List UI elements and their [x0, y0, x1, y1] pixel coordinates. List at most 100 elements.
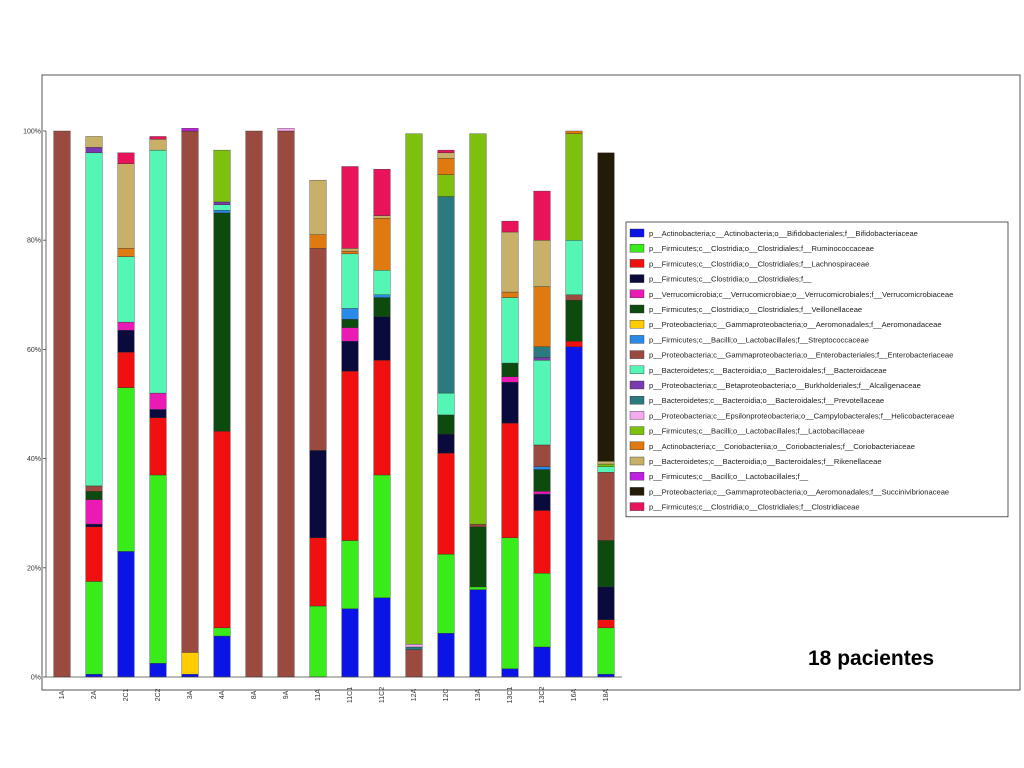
bar-segment: [533, 357, 551, 361]
bar-segment: [277, 130, 295, 678]
x-tick-label: 13C2: [539, 687, 546, 704]
legend-swatch: [629, 380, 645, 390]
bar-segment: [469, 589, 487, 678]
bar-segment: [373, 270, 391, 295]
bar-segment: [341, 166, 359, 249]
x-tick-label: 13C1: [507, 687, 514, 704]
bar-segment: [309, 537, 327, 607]
bar-segment: [213, 212, 231, 432]
bar-segment: [533, 469, 551, 492]
bar-segment: [117, 321, 135, 331]
bar-segment: [373, 360, 391, 476]
bar-segment: [181, 652, 199, 675]
bar-segment: [437, 433, 455, 454]
bar-segment: [533, 190, 551, 241]
legend-box: [625, 221, 1009, 518]
x-tick-label: 4A: [219, 690, 226, 699]
bar-stack-9A: [277, 128, 295, 678]
legend-entry: p__Proteobacteria;c__Betaproteobacteria;…: [649, 381, 921, 390]
legend-entry: p__Firmicutes;c__Bacilli;o__Lactobacilla…: [649, 472, 809, 481]
bar-segment: [373, 474, 391, 599]
bar-stack-4A: [213, 149, 231, 678]
x-tick-label: 11A: [315, 689, 322, 701]
bar-segment: [533, 444, 551, 467]
legend-entry: p__Actinobacteria;c__Actinobacteria;o__B…: [649, 229, 918, 238]
bar-segment: [341, 250, 359, 255]
bar-stack-11C1: [341, 166, 359, 678]
bar-segment: [533, 493, 551, 511]
bar-segment: [117, 256, 135, 323]
bar-segment: [245, 130, 263, 678]
bar-segment: [533, 573, 551, 648]
bar-segment: [597, 152, 615, 462]
bar-segment: [85, 152, 103, 487]
bar-segment: [213, 635, 231, 678]
x-axis: 1A 2A 2C1 2C2 3A 4A 8A 9A 11A 11C1 11C2 12A 12C 13A 13…: [46, 676, 622, 704]
x-tick-label: 8A: [251, 690, 258, 699]
bar-segment: [405, 649, 423, 678]
legend-swatch: [629, 243, 645, 253]
bar-stack-8A: [245, 130, 263, 678]
legend-entry: p__Proteobacteria;c__Gammaproteobacteria…: [649, 487, 949, 496]
bar-segment: [181, 128, 199, 132]
x-tick-label: 2C1: [123, 688, 130, 701]
bar-stack-2C1: [117, 152, 135, 678]
bar-segment: [437, 452, 455, 555]
bar-segment: [437, 196, 455, 394]
bar-segment: [213, 201, 231, 205]
bar-segment: [597, 586, 615, 620]
bar-segment: [597, 472, 615, 541]
bar-segment: [533, 646, 551, 678]
bar-stack-11A: [309, 179, 327, 678]
bar-segment: [373, 316, 391, 361]
legend-entry: p__Actinobacteria;c__Coriobacteriia;o__C…: [649, 442, 915, 451]
bar-segment: [341, 319, 359, 328]
bar-segment: [341, 540, 359, 609]
bar-segment: [117, 551, 135, 678]
legend-swatch: [629, 304, 645, 314]
y-tick-label: 60%: [27, 347, 41, 354]
legend-entry: p__Firmicutes;c__Clostridia;o__Clostridi…: [649, 244, 874, 253]
bar-segment: [501, 668, 519, 678]
bar-segment: [501, 220, 519, 233]
bar-segment: [437, 633, 455, 678]
bar-stack-3A: [181, 128, 199, 678]
bar-segment: [597, 619, 615, 629]
legend-swatch: [629, 456, 645, 466]
bar-segment: [501, 376, 519, 383]
bar-segment: [85, 581, 103, 675]
bar-segment: [309, 450, 327, 538]
bar-segment: [533, 466, 551, 470]
x-tick-label: 11C2: [379, 687, 386, 703]
bar-segment: [501, 297, 519, 364]
bar-segment: [213, 627, 231, 637]
bar-segment: [501, 291, 519, 298]
bar-segment: [85, 499, 103, 525]
bar-segment: [373, 169, 391, 216]
x-tick-label: 13A: [475, 688, 482, 701]
bar-segment: [533, 510, 551, 574]
legend-entry: p__Firmicutes;c__Clostridia;o__Clostridi…: [649, 275, 812, 284]
bar-segment: [309, 248, 327, 451]
bar-segment: [501, 231, 519, 293]
bar-segment: [565, 240, 583, 295]
bar-segment: [149, 139, 167, 151]
bar-segment: [469, 526, 487, 588]
bar-segment: [533, 360, 551, 446]
bar-stack-11C2: [373, 169, 391, 678]
bar-segment: [565, 300, 583, 342]
bar-segment: [469, 133, 487, 525]
bar-segment: [373, 218, 391, 271]
legend-swatch: [629, 411, 645, 420]
bar-segment: [405, 133, 423, 645]
legend-entry: p__Firmicutes;c__Clostridia;o__Clostridi…: [649, 305, 862, 314]
bar-segment: [53, 130, 71, 678]
bar-segment: [501, 422, 519, 538]
bar-segment: [85, 147, 103, 154]
y-tick-label: 0%: [31, 675, 41, 682]
legend-entry: p__Bacteroidetes;c__Bacteroidia;o__Bacte…: [649, 457, 882, 466]
bar-segment: [373, 597, 391, 678]
bar-segment: [533, 240, 551, 287]
bar-stack-16A: [565, 130, 583, 678]
bar-segment: [181, 674, 199, 678]
